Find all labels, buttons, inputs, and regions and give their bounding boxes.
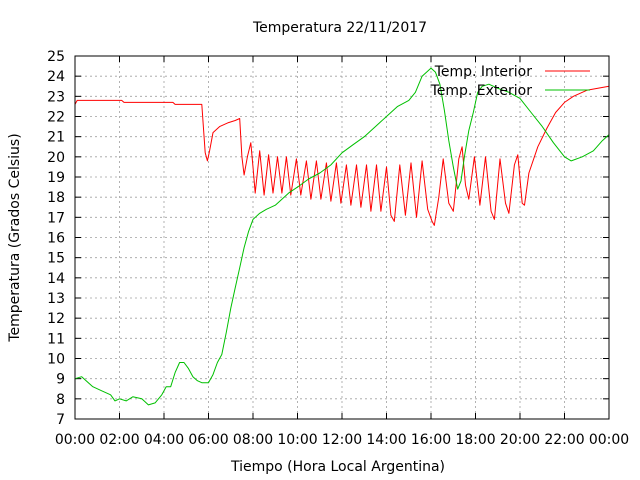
y-tick-label: 15	[47, 251, 65, 267]
y-tick-label: 22	[47, 110, 65, 126]
x-tick-label: 14:00	[366, 432, 406, 448]
y-tick-label: 11	[47, 331, 65, 347]
x-tick-label: 06:00	[188, 432, 228, 448]
x-tick-label: 04:00	[144, 432, 184, 448]
y-axis-label: Temperatura (Grados Celsius)	[7, 133, 23, 342]
y-axis-ticks: 7 8 9 10 11 12 13 14 15 16 17 18 19 20 21 22 23 24 25	[47, 49, 609, 428]
y-tick-label: 10	[47, 352, 65, 368]
series-lines	[74, 67, 610, 406]
y-tick-label: 8	[56, 392, 65, 408]
grid-lines	[75, 56, 609, 419]
y-tick-label: 16	[47, 231, 65, 247]
series-line	[74, 85, 610, 226]
y-tick-label: 24	[47, 69, 65, 85]
y-tick-label: 9	[56, 372, 65, 388]
x-tick-label: 00:00	[589, 432, 629, 448]
y-tick-label: 12	[47, 311, 65, 327]
y-tick-label: 19	[47, 170, 65, 186]
x-axis-ticks: 00:00 02:00 04:00 06:00 08:00 10:00 12:00 14:00…	[55, 56, 629, 448]
y-tick-label: 25	[47, 49, 65, 65]
y-tick-label: 18	[47, 190, 65, 206]
series-line	[74, 67, 610, 406]
y-tick-label: 14	[47, 271, 65, 287]
plot-area-border	[74, 55, 610, 420]
legend: Temp. Interior Temp. Exterior	[430, 64, 590, 99]
legend-label: Temp. Exterior	[430, 83, 533, 99]
x-tick-label: 02:00	[99, 432, 139, 448]
chart-title: Temperatura 22/11/2017	[252, 20, 427, 36]
y-tick-label: 17	[47, 210, 65, 226]
x-tick-label: 22:00	[544, 432, 584, 448]
x-tick-label: 12:00	[322, 432, 362, 448]
y-tick-label: 23	[47, 89, 65, 105]
x-tick-label: 18:00	[455, 432, 495, 448]
y-tick-label: 13	[47, 291, 65, 307]
x-tick-label: 10:00	[277, 432, 317, 448]
x-tick-label: 16:00	[411, 432, 451, 448]
y-tick-label: 20	[47, 150, 65, 166]
legend-label: Temp. Interior	[434, 64, 533, 80]
x-tick-label: 08:00	[233, 432, 273, 448]
x-tick-label: 00:00	[55, 432, 95, 448]
y-tick-label: 7	[56, 412, 65, 428]
y-tick-label: 21	[47, 130, 65, 146]
x-tick-label: 20:00	[500, 432, 540, 448]
x-axis-label: Tiempo (Hora Local Argentina)	[230, 459, 445, 475]
